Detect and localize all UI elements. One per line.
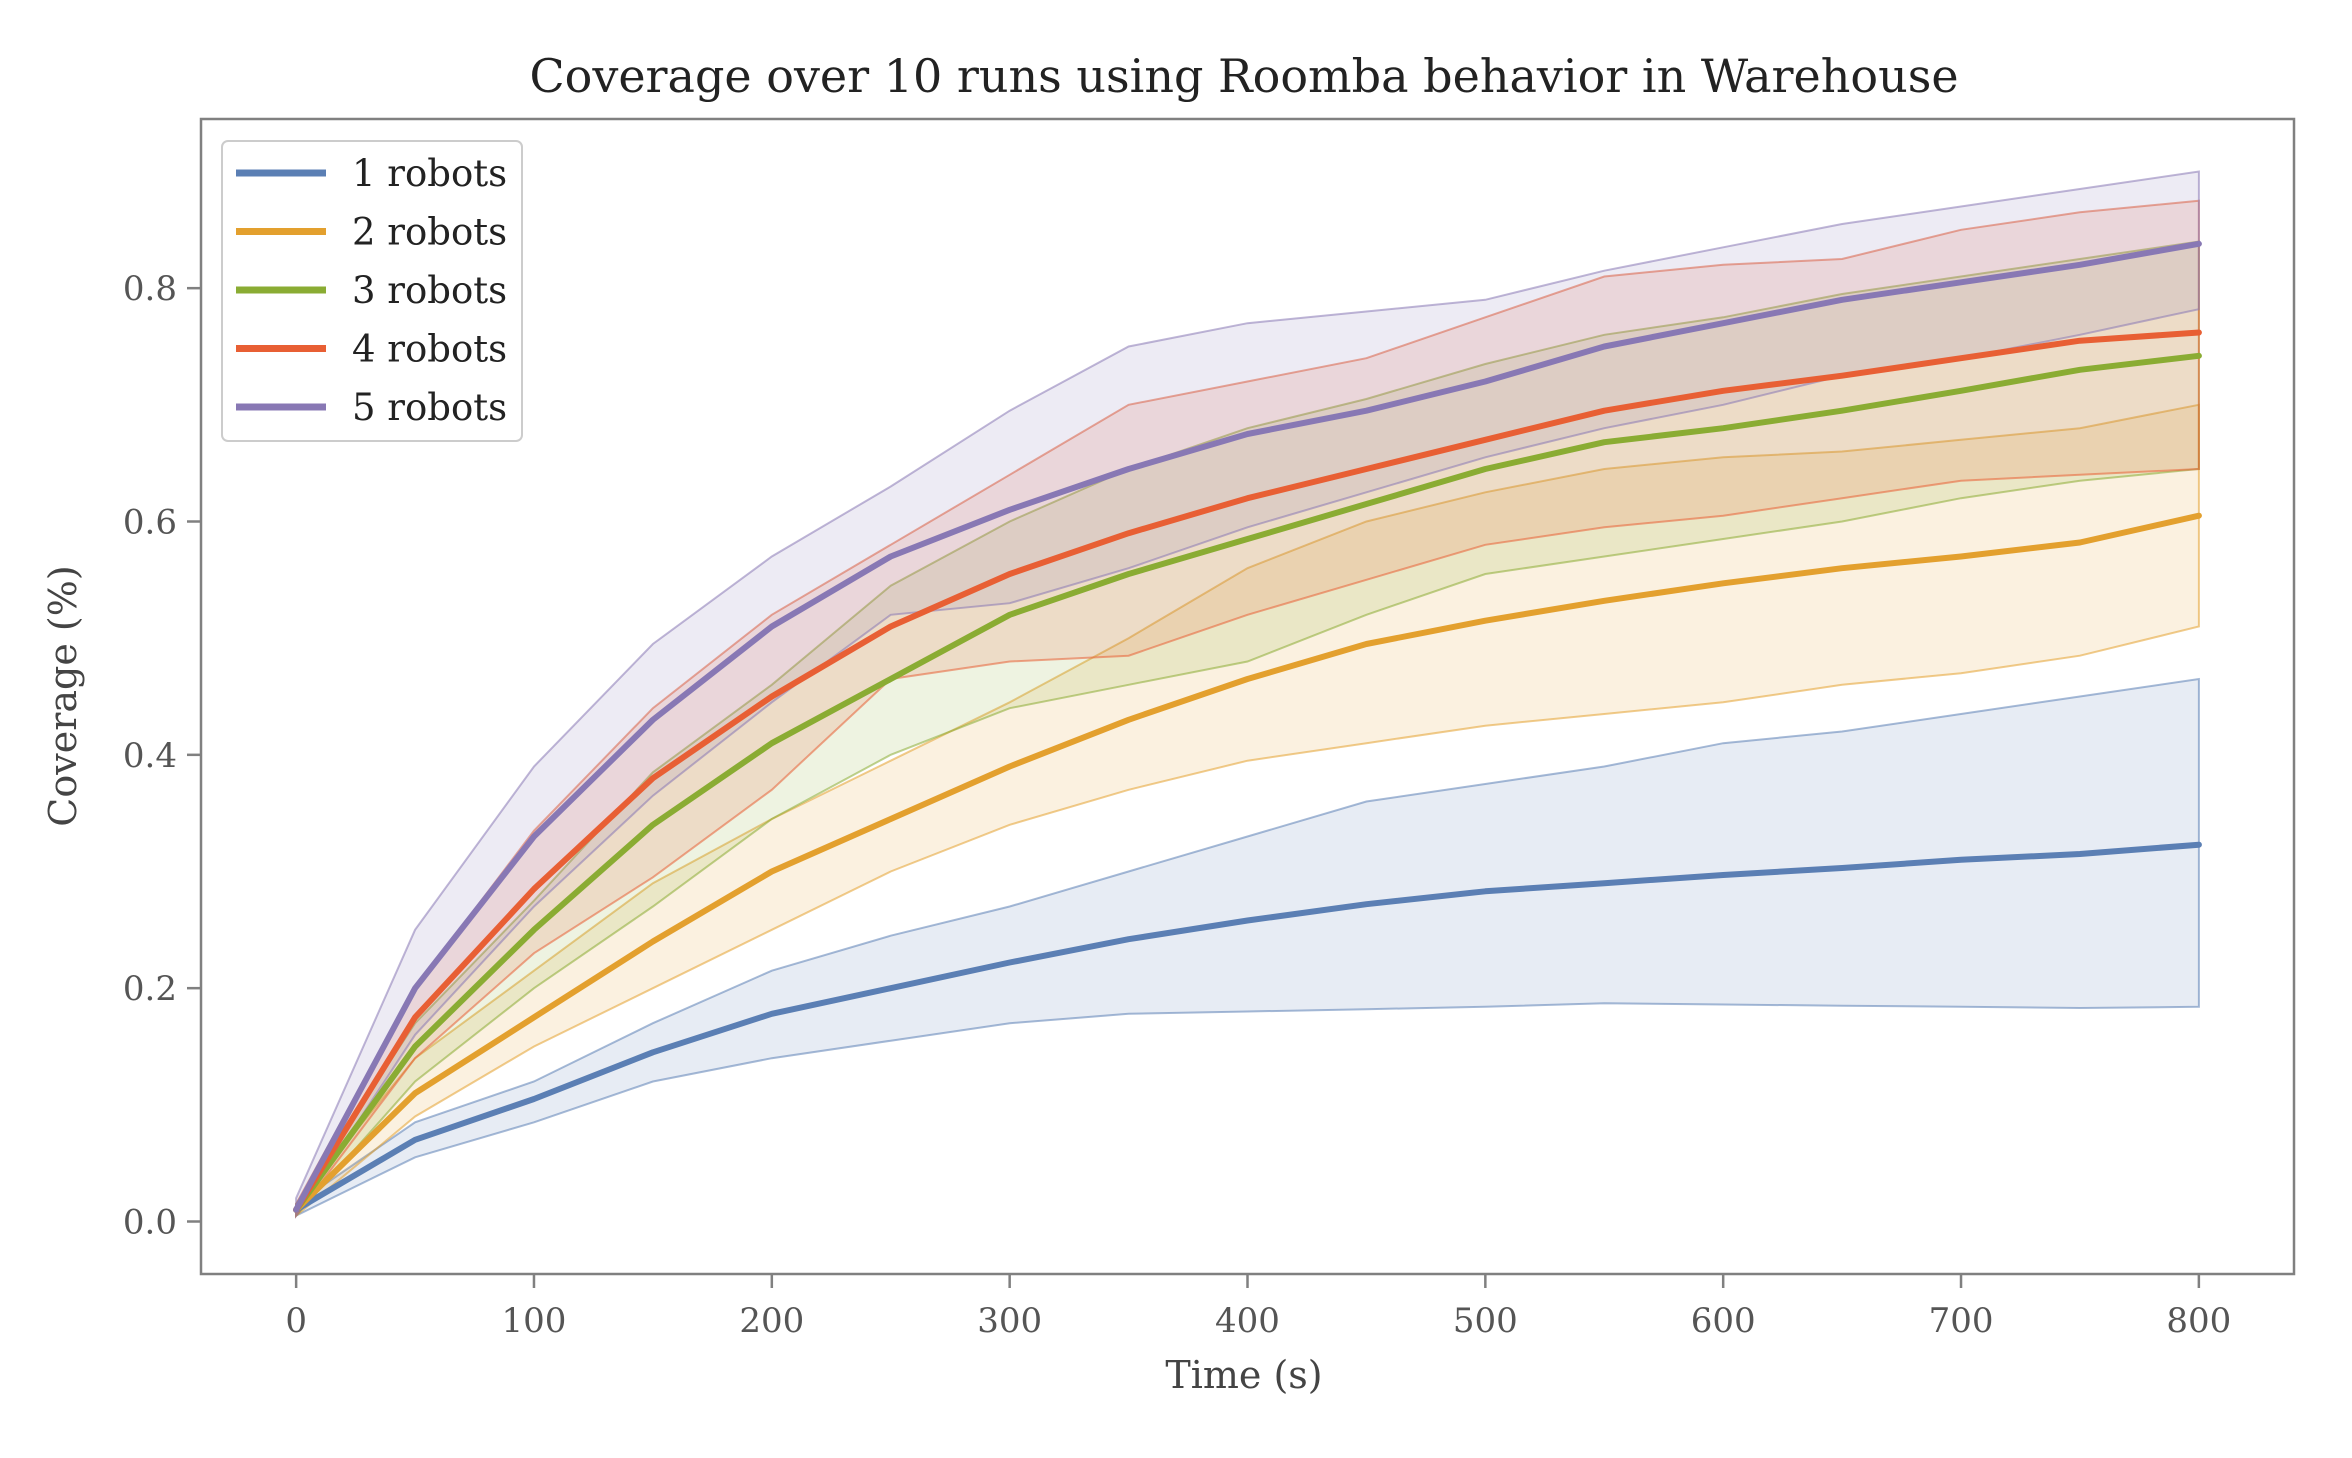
legend-label-5: 5 robots bbox=[352, 386, 507, 429]
y-tick-label: 0.6 bbox=[123, 503, 177, 543]
line-series-5 bbox=[293, 240, 2202, 1213]
line-series-2 bbox=[293, 512, 2202, 1213]
legend-label-1: 1 robots bbox=[352, 152, 507, 195]
x-tick-label: 200 bbox=[739, 1301, 804, 1341]
y-axis-ticks: 0.0 0.2 0.4 0.6 0.8 bbox=[123, 269, 201, 1243]
chart-title: Coverage over 10 runs using Roomba behav… bbox=[529, 49, 1958, 103]
legend-label-2: 2 robots bbox=[352, 211, 507, 254]
y-tick-label: 0.8 bbox=[123, 269, 177, 309]
line-series-4 bbox=[293, 329, 2202, 1213]
y-tick-label: 0.2 bbox=[123, 969, 177, 1009]
band-series-4 bbox=[295, 199, 2200, 1219]
line-series-3 bbox=[293, 352, 2202, 1213]
x-tick-label: 100 bbox=[502, 1301, 567, 1341]
x-axis-ticks: 0 100 200 300 400 500 600 700 800 bbox=[285, 1274, 2231, 1341]
legend-label-4: 4 robots bbox=[352, 328, 507, 371]
line-series-1 bbox=[293, 841, 2202, 1213]
x-tick-label: 800 bbox=[2166, 1301, 2231, 1341]
x-tick-label: 400 bbox=[1215, 1301, 1280, 1341]
y-axis-label: Coverage (%) bbox=[41, 565, 85, 826]
x-tick-label: 500 bbox=[1453, 1301, 1518, 1341]
legend-box bbox=[221, 140, 523, 442]
x-tick-label: 0 bbox=[285, 1301, 307, 1341]
legend: 1 robots 2 robots 3 robots 4 robots 5 robots bbox=[221, 140, 523, 442]
band-series-2 bbox=[295, 403, 2200, 1218]
x-tick-label: 300 bbox=[977, 1301, 1042, 1341]
legend-label-3: 3 robots bbox=[352, 269, 507, 312]
y-tick-label: 0.0 bbox=[123, 1203, 177, 1243]
band-series-1 bbox=[295, 677, 2200, 1218]
x-tick-label: 600 bbox=[1691, 1301, 1756, 1341]
y-tick-label: 0.4 bbox=[123, 736, 177, 776]
x-tick-label: 700 bbox=[1929, 1301, 1994, 1341]
x-axis-label: Time (s) bbox=[1165, 1353, 1322, 1397]
series-lines bbox=[293, 240, 2202, 1213]
